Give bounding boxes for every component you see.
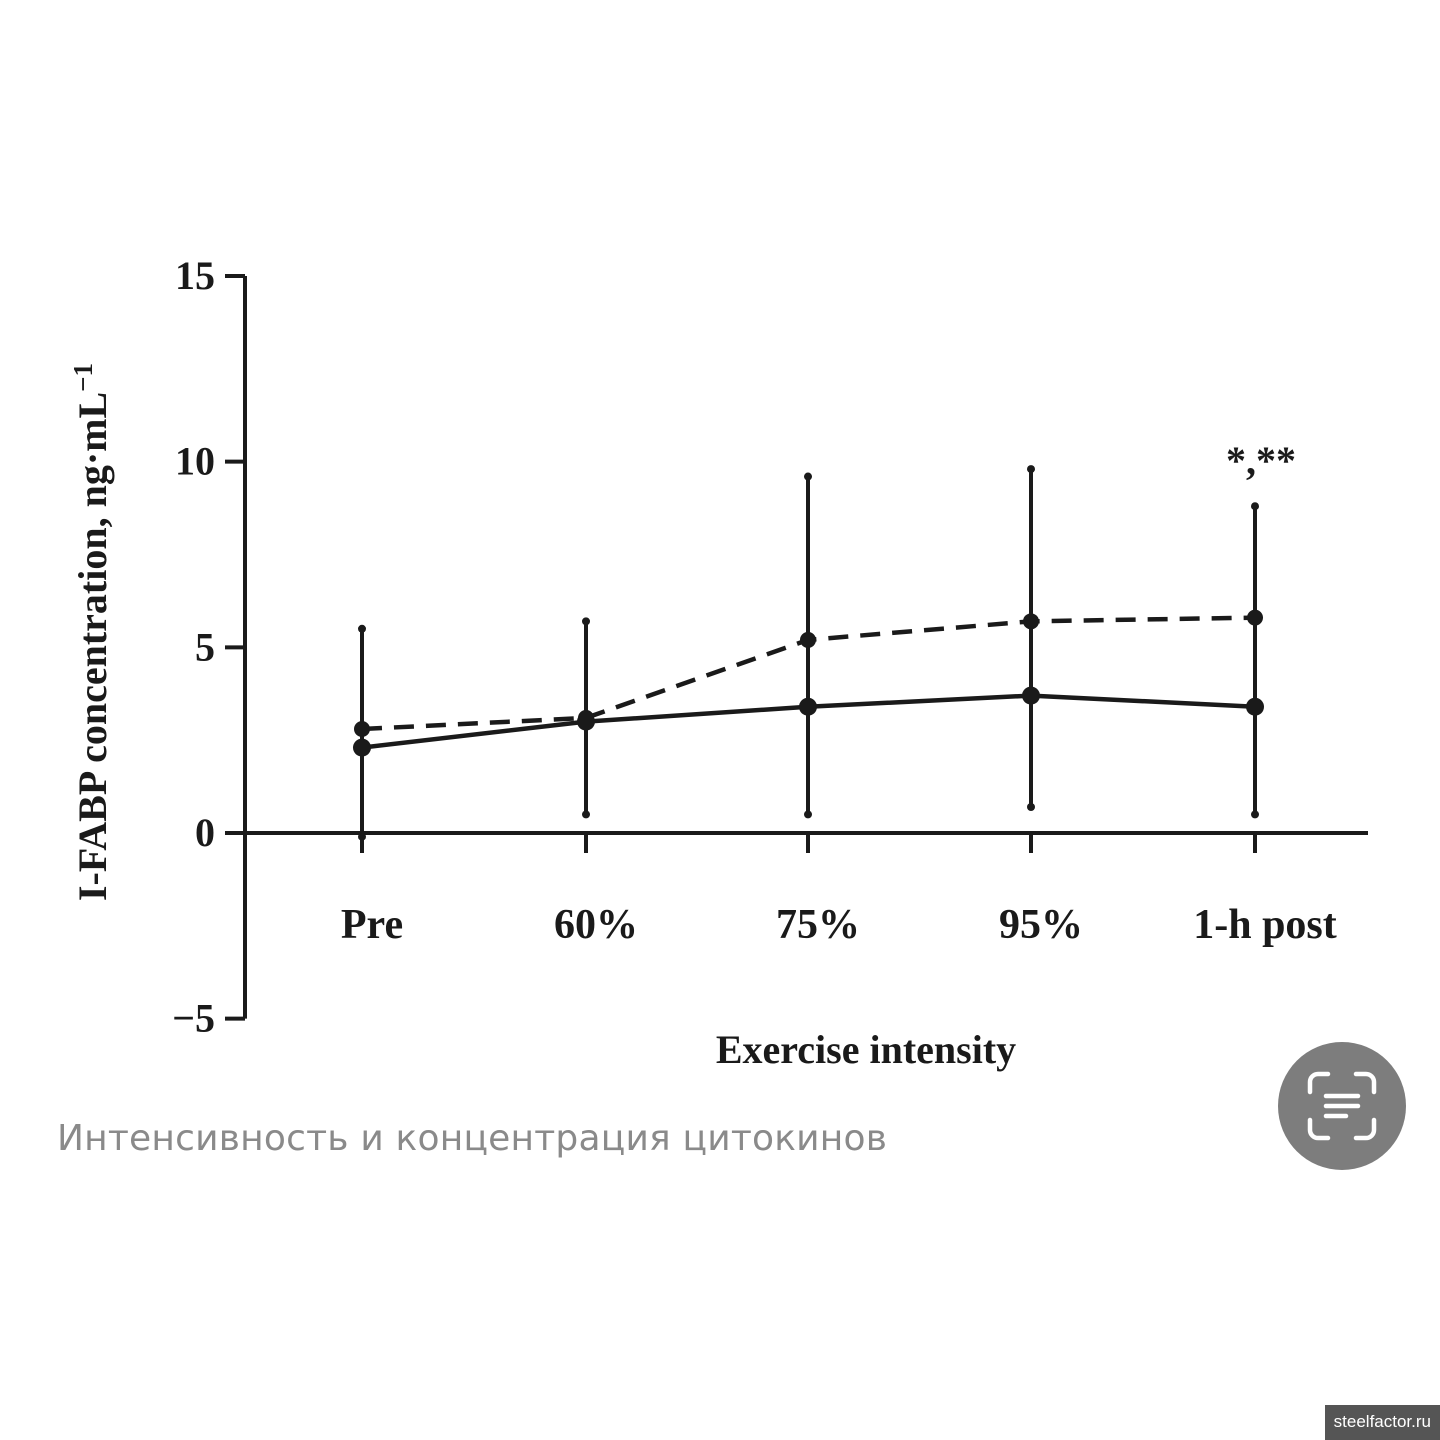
x-axis-label: Exercise intensity (716, 1027, 1016, 1072)
significance-annotation: *,** (1226, 438, 1296, 483)
data-point-solid (1022, 686, 1040, 705)
text-scan-button[interactable] (1278, 1042, 1406, 1170)
y-tick-label: 15 (175, 253, 215, 298)
y-ticks: 15 10 5 0 −5 (172, 253, 245, 1041)
x-ticks: Pre 60% 75% 95% 1-h post (341, 833, 1337, 948)
error-bar-cap (1027, 803, 1035, 812)
error-bar-cap (1251, 810, 1259, 819)
y-axis-label-superscript: −1 (68, 363, 98, 392)
y-tick-label: −5 (172, 996, 215, 1041)
x-tick-label: 95% (999, 902, 1083, 948)
data-point-solid (353, 738, 371, 757)
data-point-solid (1246, 697, 1264, 716)
x-tick-label: 1-h post (1193, 902, 1337, 948)
y-tick-label: 5 (195, 624, 215, 669)
image-caption: Интенсивность и концентрация цитокинов (57, 1118, 888, 1159)
y-tick-label: 0 (195, 810, 215, 855)
y-tick-label: 10 (175, 439, 215, 484)
data-point-dashed (578, 709, 594, 726)
error-bar-cap (804, 810, 812, 819)
site-watermark: steelfactor.ru (1324, 1405, 1440, 1440)
data-point-dashed (1023, 613, 1039, 630)
x-tick-label: Pre (341, 902, 403, 948)
error-bar-cap (582, 810, 590, 819)
y-axis-label-main: I-FABP concentration, ng·mL (70, 392, 115, 901)
data-points (353, 609, 1264, 757)
error-bar-cap (358, 832, 366, 841)
error-bar-cap (358, 624, 366, 633)
error-bar-cap (1251, 502, 1259, 511)
text-scan-icon (1307, 1071, 1377, 1141)
error-bars (358, 465, 1259, 841)
chart: 15 10 5 0 −5 Pre 60% 75% 95% 1-h post *,** Exerc… (68, 253, 1368, 1072)
y-axis-label: I-FABP concentration, ng·mL−1 (68, 363, 115, 901)
error-bar-cap (582, 617, 590, 626)
data-point-dashed (354, 721, 370, 738)
x-tick-label: 60% (554, 902, 638, 948)
data-point-solid (799, 697, 817, 716)
data-point-dashed (800, 631, 816, 648)
error-bar-cap (804, 472, 812, 481)
error-bar-cap (1027, 465, 1035, 474)
data-point-dashed (1247, 609, 1263, 626)
x-tick-label: 75% (776, 902, 860, 948)
